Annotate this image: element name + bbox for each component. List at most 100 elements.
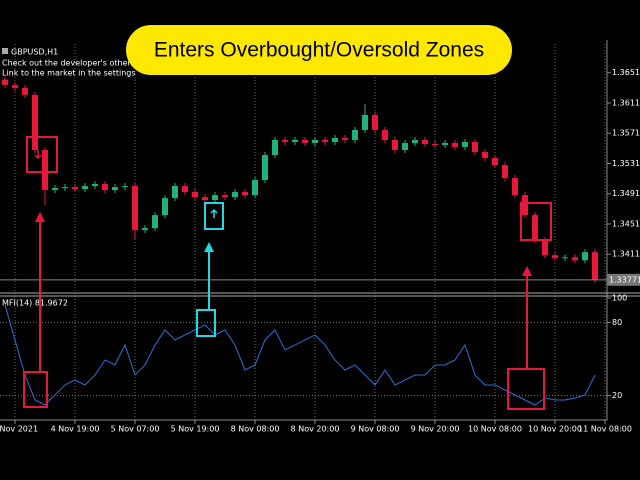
candle-body [552, 255, 558, 259]
x-tick-label: 11 Nov 08:00 [578, 425, 632, 434]
candle-body [462, 141, 468, 147]
zone-box [23, 371, 48, 408]
y-tick-label: 1.36110 [612, 98, 640, 107]
banner: Enters Overbought/Oversold Zones [126, 25, 512, 75]
candle-body [422, 139, 428, 144]
candle-body [542, 240, 548, 256]
x-tick-label: 4 Nov 2021 [0, 425, 38, 434]
candle-body [572, 257, 578, 261]
candle-body [522, 195, 528, 216]
arrow-head [35, 212, 45, 222]
current-price-box [607, 273, 640, 286]
grid-layer [0, 44, 607, 420]
candle-body [222, 195, 228, 198]
y-tick-label: 1.35710 [612, 129, 640, 138]
candle-body [482, 151, 488, 159]
buy-arrow [210, 208, 218, 218]
candle-body [382, 129, 388, 140]
candle-body [62, 187, 68, 189]
candle-body [592, 252, 598, 280]
sell-arrow [34, 150, 42, 160]
candle-body [122, 186, 128, 188]
candle-body [132, 186, 138, 231]
candle-body [442, 142, 448, 146]
candle-body [252, 180, 258, 196]
candle-body [112, 187, 118, 191]
candle-body [562, 257, 568, 259]
candle-body [492, 158, 498, 166]
candle-body [272, 139, 278, 155]
candle-body [42, 150, 48, 191]
candle-body [72, 187, 78, 190]
candle-body [292, 139, 298, 142]
banner-background [126, 25, 512, 75]
candle-body [212, 195, 218, 201]
candle-body [302, 139, 308, 143]
candle-body [142, 228, 148, 231]
signal-box [204, 202, 224, 230]
sell-arrow [531, 214, 539, 224]
x-tick-label: 9 Nov 08:00 [351, 425, 400, 434]
y-tick-label: 100 [612, 294, 627, 303]
candle-body [332, 137, 338, 142]
candle-body [12, 84, 18, 88]
candle-body [92, 184, 98, 187]
y-tick-label: 1.35310 [612, 159, 640, 168]
candle-body [402, 142, 408, 151]
candle-body [412, 139, 418, 143]
current-price-label: 1.33771 [609, 275, 640, 284]
candle-body [392, 139, 398, 151]
x-tick-label: 4 Nov 19:00 [51, 425, 100, 434]
candle-body [372, 114, 378, 130]
banner-text: Enters Overbought/Oversold Zones [154, 39, 484, 62]
y-tick-label: 1.34110 [612, 250, 640, 259]
indicator-label: MFI(14) 81.9672 [2, 299, 68, 308]
callouts [23, 136, 552, 410]
candle-body [472, 141, 478, 152]
candle-body [22, 87, 28, 95]
candle-body [152, 215, 158, 229]
y-tick-label: 80 [612, 318, 622, 327]
candle-body [262, 154, 268, 181]
x-tick-label: 5 Nov 07:00 [111, 425, 160, 434]
y-tick-label: 1.36510 [612, 68, 640, 77]
candle-body [282, 139, 288, 142]
x-tick-label: 5 Nov 19:00 [171, 425, 220, 434]
symbol-icon [2, 48, 8, 54]
candle-body [512, 178, 518, 196]
symbol-label: GBPUSD,H1 [11, 48, 58, 57]
x-tick-label: 9 Nov 20:00 [411, 425, 460, 434]
candle-body [202, 197, 208, 201]
note: Check out the developer's other produ [2, 59, 157, 68]
candle-body [322, 139, 328, 142]
mfi-line [4, 304, 596, 406]
candle-body [182, 186, 188, 193]
note: Link to the market in the settings [2, 69, 136, 78]
candle-body [2, 79, 8, 85]
signal-box [26, 136, 58, 173]
candle-body [362, 114, 368, 130]
axes-layer: 1.36510 1.36110 1.35710 1.35310 1.34910 1.345… [0, 40, 640, 434]
candle-body [32, 94, 38, 151]
signal-box [520, 202, 552, 241]
candle-body [52, 188, 58, 191]
candle-body [312, 139, 318, 143]
x-tick-label: 8 Nov 08:00 [231, 425, 280, 434]
x-tick-label: 10 Nov 20:00 [528, 425, 582, 434]
candle-body [452, 142, 458, 147]
x-tick-label: 8 Nov 20:00 [291, 425, 340, 434]
zone-box [507, 368, 545, 410]
y-tick-label: 1.34910 [612, 189, 640, 198]
candle-body [352, 129, 358, 140]
candle-body [582, 252, 588, 261]
header-text: GBPUSD,H1 Check out the developer's othe… [2, 48, 157, 308]
candle-body [342, 137, 348, 140]
candle-body [502, 165, 508, 179]
candle-body [532, 215, 538, 241]
arrow-head [204, 242, 214, 252]
candle-body [192, 192, 198, 198]
x-tick-label: 10 Nov 08:00 [468, 425, 522, 434]
zone-box [196, 309, 216, 337]
